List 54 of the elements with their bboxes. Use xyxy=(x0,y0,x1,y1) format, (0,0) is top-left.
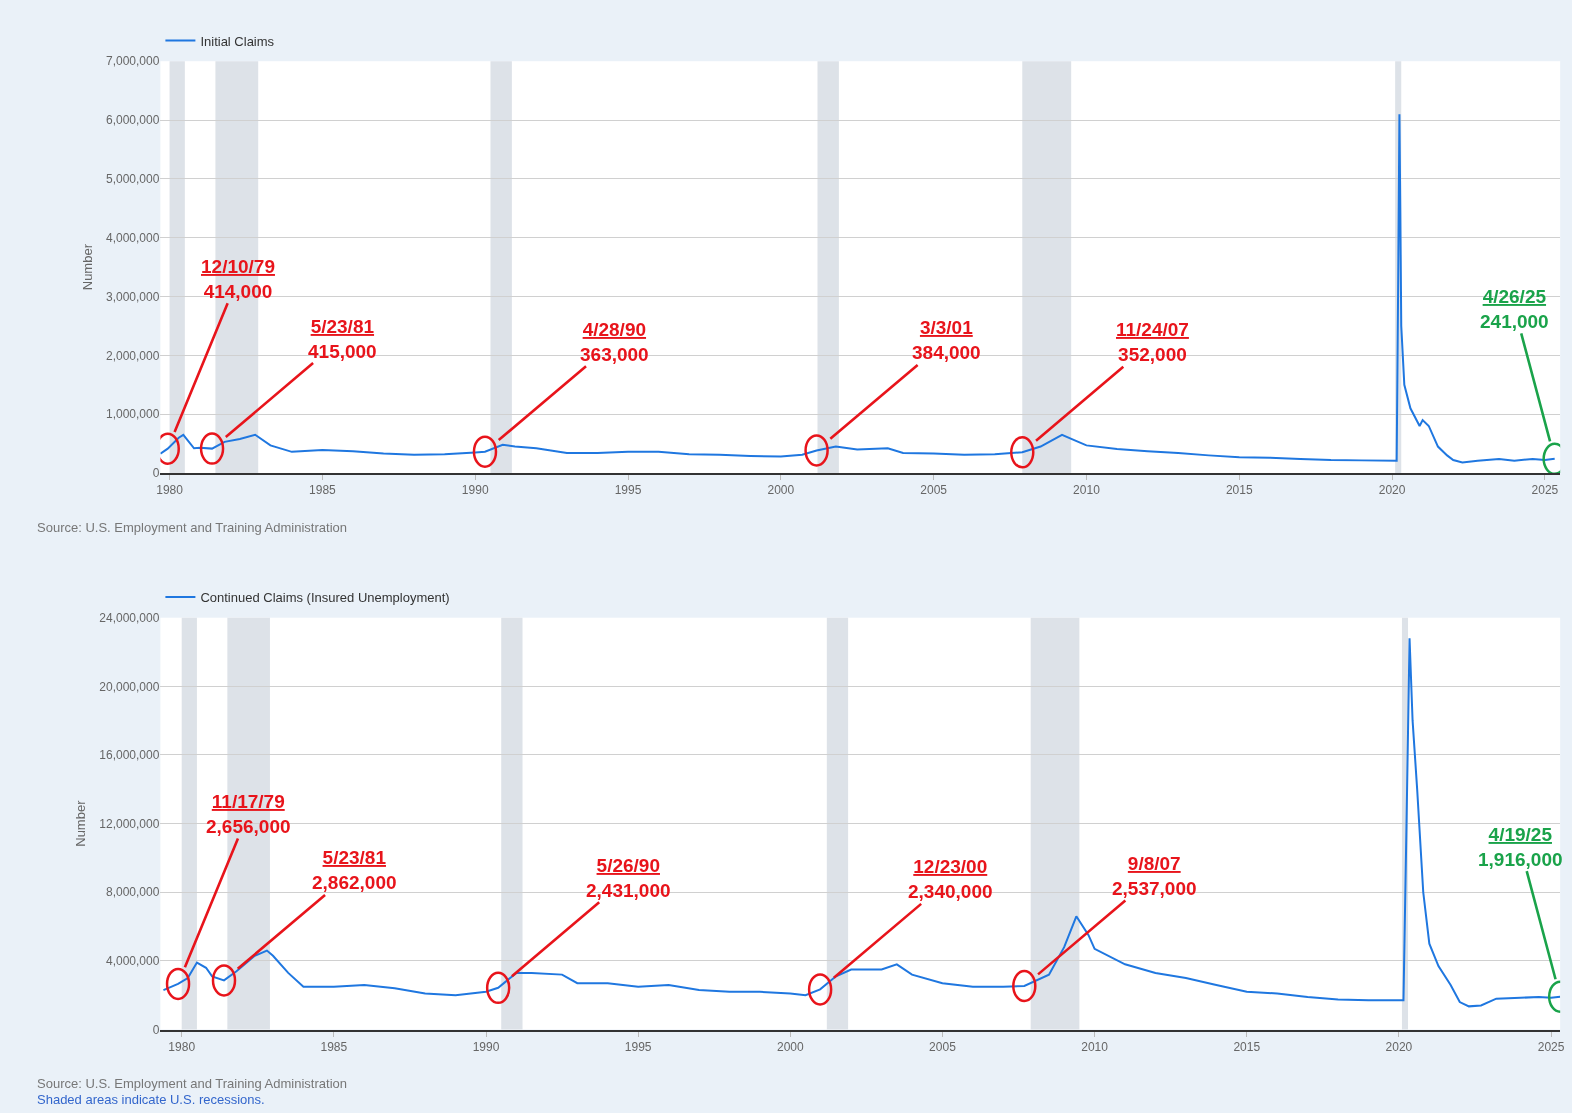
y-tick-label: 6,000,000 xyxy=(106,113,160,128)
y-tick-label: 3,000,000 xyxy=(106,289,160,304)
x-tick-label: 2010 xyxy=(1073,483,1101,498)
y-axis-title: Number xyxy=(79,243,95,291)
x-tick-label: 2005 xyxy=(929,1039,957,1054)
y-tick-label: 8,000,000 xyxy=(106,885,160,900)
annotation: 12/23/00 2,340,000 xyxy=(908,856,993,902)
y-tick-label: 0 xyxy=(152,1022,160,1037)
annotation: 4/26/25 241,000 xyxy=(1480,286,1549,332)
annotation: 5/23/81 2,862,000 xyxy=(312,847,397,893)
annotation: 4/19/25 1,916,000 xyxy=(1478,824,1563,870)
x-tick-label: 2020 xyxy=(1385,1039,1413,1054)
x-tick-label: 1990 xyxy=(461,483,489,498)
annotation: 9/8/07 2,537,000 xyxy=(1112,853,1197,899)
x-tick-label: 2015 xyxy=(1225,483,1253,498)
annotation: 5/26/90 2,431,000 xyxy=(586,855,671,901)
annotation: 4/28/90 363,000 xyxy=(580,319,649,365)
annotation: 3/3/01 384,000 xyxy=(912,317,981,363)
x-tick-label: 1980 xyxy=(156,483,184,498)
y-tick-label: 2,000,000 xyxy=(106,348,160,363)
y-tick-label: 24,000,000 xyxy=(99,610,160,625)
annotation: 5/23/81 415,000 xyxy=(308,316,377,362)
x-tick-label: 2000 xyxy=(776,1039,804,1054)
x-tick-label: 2000 xyxy=(767,483,795,498)
legend-label: Initial Claims xyxy=(200,33,275,49)
y-tick-label: 12,000,000 xyxy=(99,816,160,831)
x-tick-label: 1980 xyxy=(168,1039,196,1054)
x-tick-label: 2015 xyxy=(1233,1039,1261,1054)
x-tick-label: 2005 xyxy=(920,483,948,498)
x-tick-label: 2025 xyxy=(1537,1039,1565,1054)
text: Shaded areas indicate U.S. recessions. xyxy=(37,1092,265,1107)
y-tick-label: 20,000,000 xyxy=(99,679,160,694)
source-note: Source: U.S. Employment and Training Administration xyxy=(37,1076,347,1091)
y-tick-label: 1,000,000 xyxy=(106,407,160,422)
legend-label: Continued Claims (Insured Unemployment) xyxy=(200,590,450,606)
y-axis-title: Number xyxy=(73,799,89,847)
annotation: 12/10/79 414,000 xyxy=(201,256,275,302)
y-tick-label: 4,000,000 xyxy=(106,954,160,969)
x-tick-label: 1990 xyxy=(472,1039,500,1054)
y-tick-label: 16,000,000 xyxy=(99,748,160,763)
x-tick-label: 2010 xyxy=(1081,1039,1109,1054)
x-tick-label: 1995 xyxy=(624,1039,652,1054)
x-tick-label: 2020 xyxy=(1378,483,1406,498)
x-tick-label: 1985 xyxy=(320,1039,348,1054)
y-tick-label: 7,000,000 xyxy=(106,54,160,69)
y-tick-label: 4,000,000 xyxy=(106,230,160,245)
x-tick-label: 1995 xyxy=(614,483,642,498)
x-tick-label: 2025 xyxy=(1531,483,1559,498)
annotation: 11/17/79 2,656,000 xyxy=(206,791,291,837)
y-tick-label: 5,000,000 xyxy=(106,172,160,187)
y-tick-label: 0 xyxy=(152,466,160,481)
x-tick-label: 1985 xyxy=(309,483,337,498)
annotation: 11/24/07 352,000 xyxy=(1116,319,1189,365)
source-note: Source: U.S. Employment and Training Administration xyxy=(37,520,347,535)
